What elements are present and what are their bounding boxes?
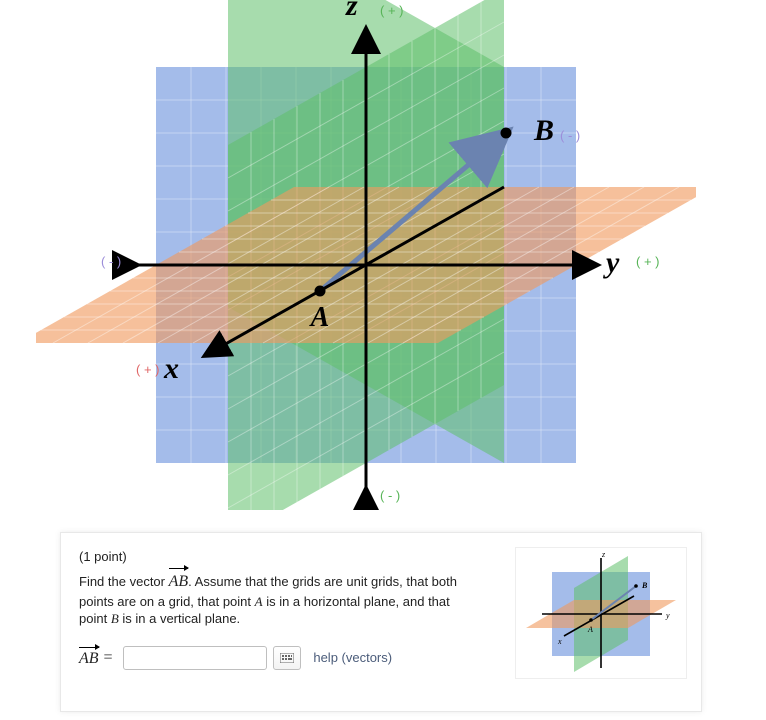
prompt-text: Find the vector AB. Assume that the grid… [79,568,459,628]
svg-text:A: A [587,625,593,634]
answer-input[interactable] [123,646,267,670]
x-axis-label: x [163,352,179,385]
help-link[interactable]: help (vectors) [313,650,392,665]
coord-3d-figure: A B z ( + ) ( - ) y ( + ) ( - ) ( - ) x … [36,0,696,510]
vector-ab-label: AB [79,647,99,668]
svg-text:y: y [665,611,670,620]
svg-text:z: z [601,550,606,559]
svg-text:A: A [309,302,330,333]
x-plus-sign: ( + ) [136,362,159,377]
y-minus-sign: ( - ) [101,254,121,269]
problem-card: (1 point) Find the vector AB. Assume tha… [60,532,702,712]
svg-text:x: x [557,637,562,646]
svg-text:B: B [641,581,648,590]
keyboard-button[interactable] [273,646,301,670]
z-plus-sign: ( + ) [380,3,403,18]
b-minus-sign: ( - ) [560,128,580,143]
y-plus-sign: ( + ) [636,254,659,269]
equals-sign: = [103,649,114,667]
z-minus-sign: ( - ) [380,488,400,503]
keyboard-icon [280,653,294,663]
figure-thumbnail: z y x A B [515,547,687,679]
y-axis-label: y [603,246,620,279]
svg-text:B: B [533,114,554,147]
z-axis-label: z [345,0,358,22]
